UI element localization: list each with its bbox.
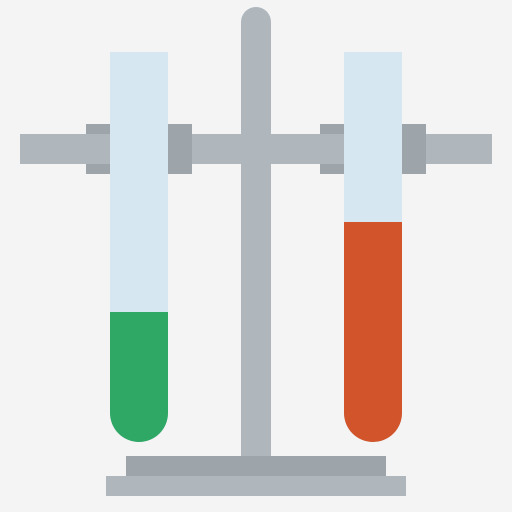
pole-cap [241,7,271,37]
base-top [126,456,386,476]
test-tubes-icon [0,0,512,512]
clip-right-front [402,124,426,174]
liquid-right [344,222,402,442]
base-bottom [106,476,406,496]
clip-left-front [168,124,192,174]
pole [241,22,271,462]
liquid-left [110,312,168,442]
